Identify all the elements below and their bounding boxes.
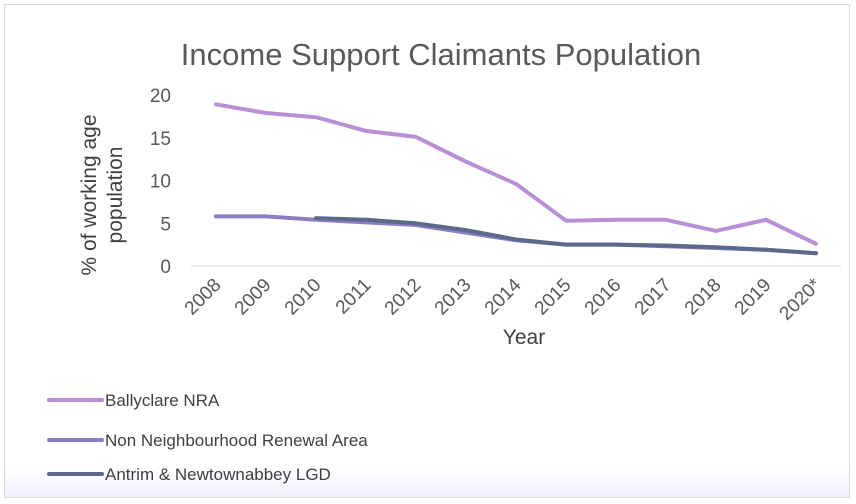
chart-frame: Income Support Claimants Population % of… (4, 4, 850, 498)
series-line-1 (214, 102, 818, 246)
y-axis-label-line: population (104, 147, 127, 244)
y-tick-label: 20 (150, 86, 171, 107)
chart-title: Income Support Claimants Population (181, 37, 701, 72)
legend-label: Antrim & Newtownabbey LGD (105, 465, 331, 484)
series-line-3 (314, 216, 818, 256)
x-tick-label: 2010 (281, 275, 326, 320)
line-chart: Income Support Claimants Population % of… (47, 37, 841, 484)
x-tick-label: 2015 (531, 275, 576, 320)
x-tick-label: 2012 (381, 275, 426, 320)
x-tick-label: 2014 (481, 274, 526, 319)
y-axis-ticks: 0 5 10 15 20 (150, 86, 171, 278)
legend-label: Ballyclare NRA (105, 391, 220, 410)
x-tick-label: 2008 (181, 275, 226, 320)
chart-series (214, 102, 818, 256)
y-axis-label-text: % of working age population (78, 114, 127, 275)
y-tick-label: 0 (160, 257, 171, 278)
x-tick-label: 2009 (231, 275, 276, 320)
x-axis-label: Year (503, 326, 545, 349)
y-axis-label-line: % of working age (78, 114, 101, 275)
x-tick-label: 2018 (681, 275, 726, 320)
x-tick-label: 2016 (581, 275, 626, 320)
x-tick-label: 2019 (731, 275, 776, 320)
x-tick-label: 2017 (631, 275, 676, 320)
y-tick-label: 15 (150, 129, 171, 150)
legend-label: Non Neighbourhood Renewal Area (105, 431, 368, 450)
y-axis-label: % of working age population (78, 114, 127, 275)
x-axis-ticks: 2008 2009 2010 2011 2012 2013 2014 2015 2016 2017… (181, 274, 826, 324)
x-tick-label: 2020* (776, 274, 826, 324)
x-tick-label: 2013 (431, 275, 476, 320)
x-tick-label: 2011 (332, 275, 376, 319)
legend: Ballyclare NRA Non Neighbourhood Renewal … (47, 391, 368, 484)
y-tick-label: 5 (160, 214, 171, 235)
y-tick-label: 10 (150, 172, 171, 193)
